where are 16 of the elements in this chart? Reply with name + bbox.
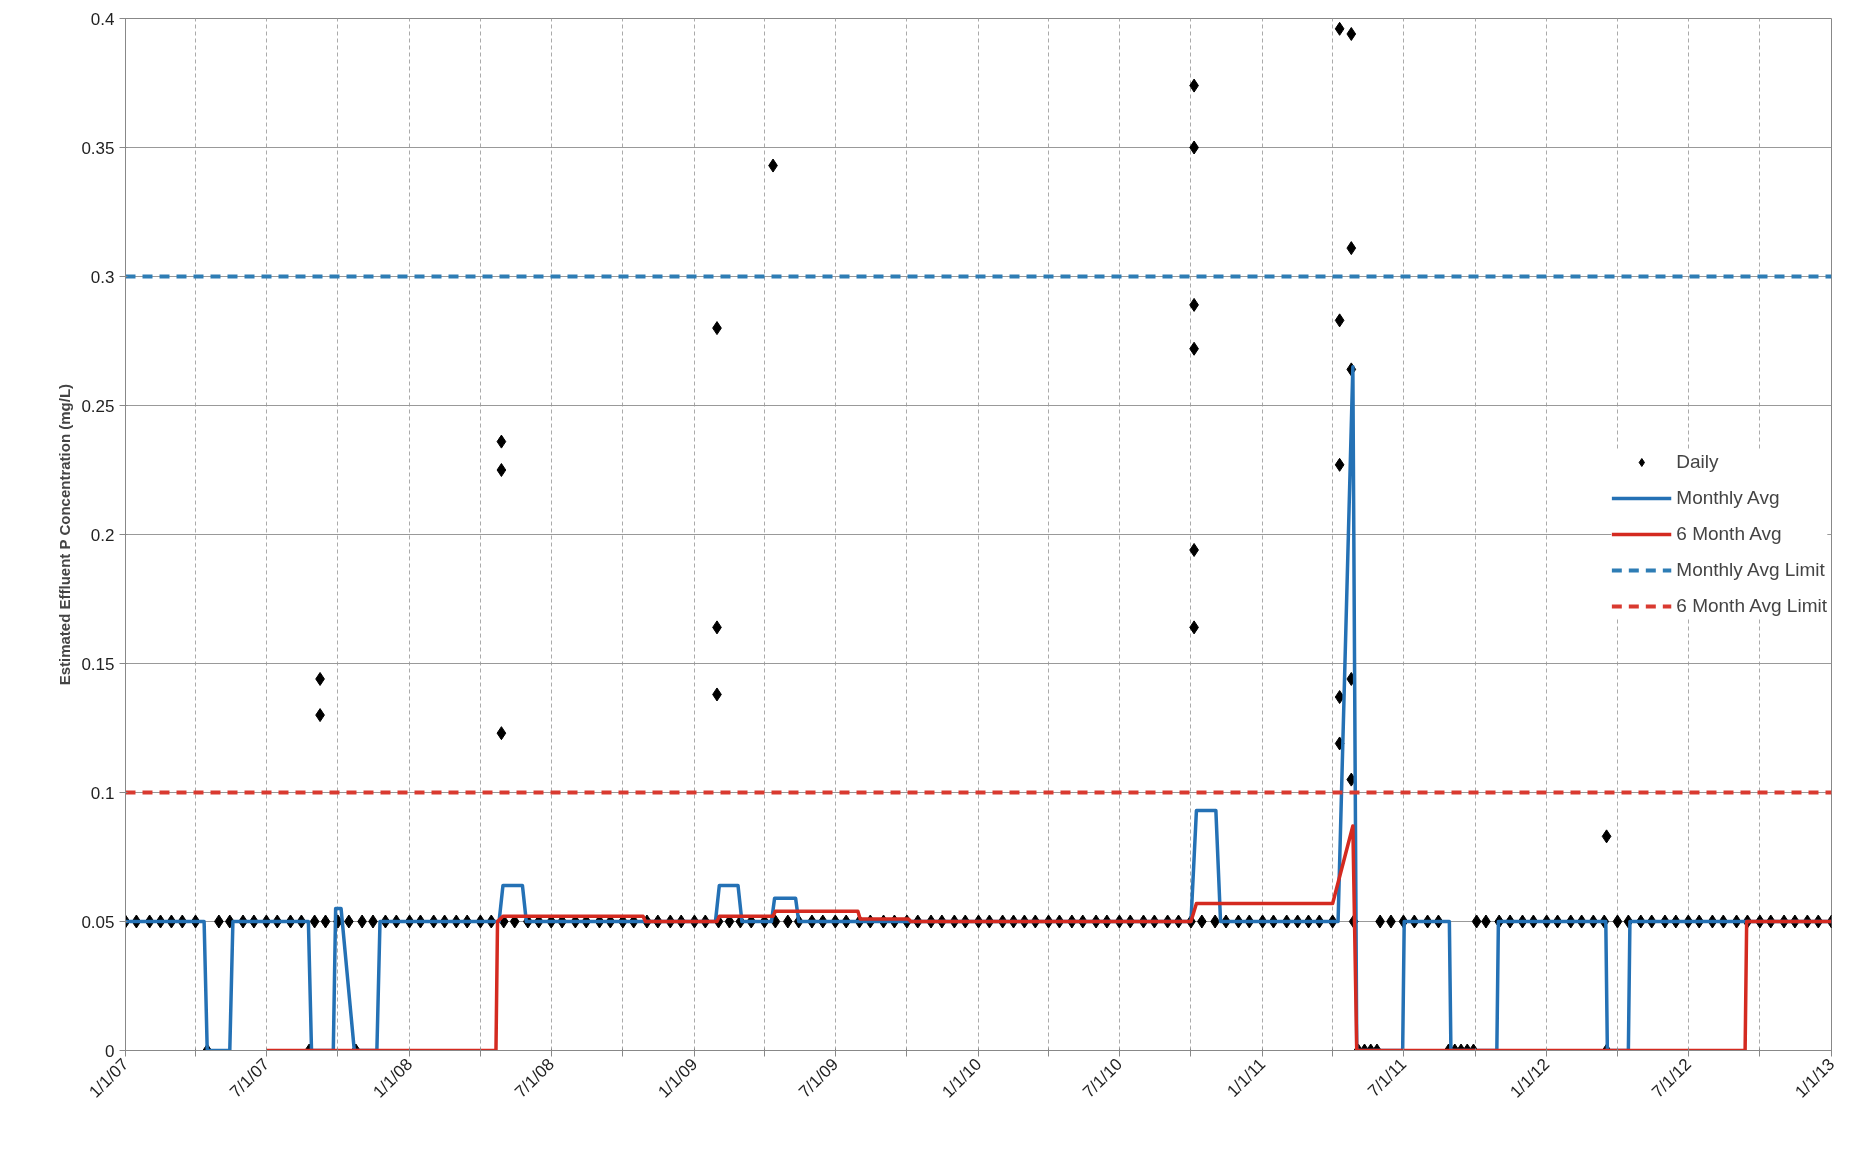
line-series bbox=[264, 824, 1832, 1051]
legend-label: Monthly Avg bbox=[1676, 487, 1780, 509]
y-tick-label: 0.25 bbox=[81, 396, 115, 416]
y-tick-label: 0.3 bbox=[90, 267, 115, 287]
y-tick-label: 0.1 bbox=[90, 783, 115, 803]
y-tick-label: 0.35 bbox=[81, 138, 115, 158]
legend-label: Monthly Avg Limit bbox=[1676, 559, 1825, 581]
y-tick-label: 0.15 bbox=[81, 654, 115, 674]
y-axis-title: Estimated Effluent P Concentration (mg/L) bbox=[56, 383, 74, 686]
y-tick-label: 0.05 bbox=[81, 912, 115, 932]
legend-label: 6 Month Avg bbox=[1676, 523, 1782, 545]
y-tick-label: 0.2 bbox=[90, 525, 115, 545]
legend-label: 6 Month Avg Limit bbox=[1676, 595, 1827, 617]
y-tick-label: 0.4 bbox=[90, 9, 115, 29]
y-tick-label: 0 bbox=[105, 1041, 115, 1061]
legend-label: Daily bbox=[1676, 451, 1719, 473]
